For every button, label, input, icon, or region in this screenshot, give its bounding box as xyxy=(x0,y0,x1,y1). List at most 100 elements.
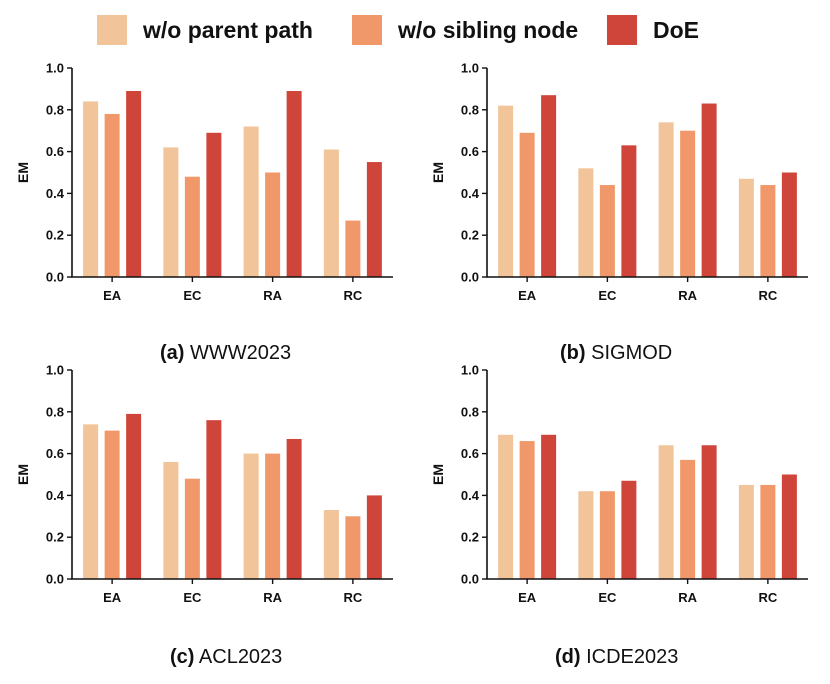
bar-ra-series-1 xyxy=(265,453,281,579)
bar-rc-series-0 xyxy=(323,510,339,579)
bar-ec-series-2 xyxy=(206,420,222,579)
caption-title: SIGMOD xyxy=(591,342,673,364)
bar-ra-series-0 xyxy=(658,445,674,579)
bar-ea-series-2 xyxy=(126,90,142,277)
bar-rc-series-0 xyxy=(738,484,754,579)
x-tick-label-ra: RA xyxy=(263,590,282,605)
caption-prefix: (d) xyxy=(555,646,581,668)
bar-ra-series-1 xyxy=(680,130,696,277)
legend-label-parent-path: w/o parent path xyxy=(143,16,313,43)
bar-ra-series-2 xyxy=(286,90,302,277)
x-tick-label-ra: RA xyxy=(678,288,697,303)
y-tick-label: 0.0 xyxy=(46,270,64,285)
y-tick-label: 0.4 xyxy=(461,488,480,503)
y-tick-label: 0.8 xyxy=(46,102,64,117)
caption-title: ICDE2023 xyxy=(586,646,679,668)
y-tick-label: 0.2 xyxy=(46,530,64,545)
bar-rc-series-2 xyxy=(366,162,382,277)
bar-rc-series-2 xyxy=(781,474,797,579)
caption-icde2023: (d) ICDE2023 xyxy=(555,646,678,669)
y-tick-label: 1.0 xyxy=(46,61,64,76)
y-tick-label: 0.2 xyxy=(461,530,479,545)
bar-ec-series-2 xyxy=(621,480,637,579)
bar-ra-series-1 xyxy=(680,459,696,579)
bar-ea-series-2 xyxy=(541,434,557,579)
bar-ea-series-1 xyxy=(104,113,120,277)
legend-swatch-parent-path xyxy=(97,15,127,45)
y-tick-label: 0.2 xyxy=(461,228,479,243)
bar-rc-series-2 xyxy=(366,495,382,579)
y-tick-label: 0.0 xyxy=(461,270,479,285)
caption-prefix: (a) xyxy=(160,342,185,364)
bar-ea-series-2 xyxy=(541,95,557,277)
legend-item-parent-path: w/o parent path xyxy=(97,8,313,52)
chart-sigmod: 0.0 0.2 0.4 0.6 0.8 1.0 EA EC RA RC EM xyxy=(430,61,808,303)
y-tick-label: 0.2 xyxy=(46,228,64,243)
bar-rc-series-1 xyxy=(760,484,776,579)
x-tick-label-ea: EA xyxy=(518,590,537,605)
x-tick-label-ra: RA xyxy=(263,288,282,303)
bar-ec-series-2 xyxy=(206,132,222,277)
caption-www2023: (a) WWW2023 xyxy=(160,342,291,365)
bar-ra-series-0 xyxy=(243,453,259,579)
bar-ra-series-2 xyxy=(286,438,302,579)
bar-ea-series-1 xyxy=(519,441,535,579)
x-tick-label-ea: EA xyxy=(103,288,122,303)
x-tick-label-ec: EC xyxy=(598,590,617,605)
legend-label-sibling-node: w/o sibling node xyxy=(398,16,579,43)
bar-rc-series-1 xyxy=(760,185,776,277)
bar-ec-series-1 xyxy=(184,478,200,579)
x-tick-label-ec: EC xyxy=(183,590,202,605)
x-tick-label-ea: EA xyxy=(518,288,537,303)
y-axis-title: EM xyxy=(430,162,446,183)
bar-ea-series-1 xyxy=(104,430,120,579)
bar-ra-series-1 xyxy=(265,172,281,277)
y-tick-label: 1.0 xyxy=(461,363,479,378)
bar-ea-series-0 xyxy=(498,105,514,277)
y-tick-label: 1.0 xyxy=(46,363,64,378)
chart-acl2023: 0.0 0.2 0.4 0.6 0.8 1.0 EA EC RA RC EM xyxy=(15,363,393,605)
legend-item-doe: DoE xyxy=(607,8,699,52)
x-tick-label-rc: RC xyxy=(343,590,362,605)
bar-ec-series-1 xyxy=(599,491,615,579)
y-axis-title: EM xyxy=(430,464,446,485)
bar-ec-series-0 xyxy=(163,147,179,277)
x-tick-label-ra: RA xyxy=(678,590,697,605)
y-tick-label: 0.6 xyxy=(46,446,64,461)
legend: w/o parent path w/o sibling node DoE xyxy=(0,8,830,52)
y-tick-label: 0.6 xyxy=(461,446,479,461)
bar-ea-series-0 xyxy=(498,434,514,579)
caption-prefix: (b) xyxy=(560,342,586,364)
bar-rc-series-0 xyxy=(738,178,754,277)
y-tick-label: 0.4 xyxy=(46,186,65,201)
bar-ea-series-2 xyxy=(126,413,142,579)
x-tick-label-ec: EC xyxy=(598,288,617,303)
bar-ra-series-2 xyxy=(701,445,717,579)
y-tick-label: 0.8 xyxy=(46,404,64,419)
y-tick-label: 0.0 xyxy=(46,572,64,587)
y-axis-title: EM xyxy=(15,162,31,183)
caption-prefix: (c) xyxy=(170,646,195,668)
bar-ec-series-0 xyxy=(163,461,179,579)
bar-ea-series-0 xyxy=(83,424,99,579)
bar-ea-series-1 xyxy=(519,132,535,277)
x-tick-label-ec: EC xyxy=(183,288,202,303)
bar-ea-series-0 xyxy=(83,101,99,277)
y-tick-label: 0.8 xyxy=(461,102,479,117)
y-tick-label: 0.6 xyxy=(46,144,64,159)
caption-title: ACL2023 xyxy=(198,646,283,668)
y-axis-title: EM xyxy=(15,464,31,485)
legend-swatch-doe xyxy=(607,15,637,45)
chart-www2023: 0.0 0.2 0.4 0.6 0.8 1.0 EA EC RA RC EM xyxy=(15,61,393,303)
x-tick-label-ea: EA xyxy=(103,590,122,605)
y-tick-label: 0.0 xyxy=(461,572,479,587)
legend-label-doe: DoE xyxy=(653,16,699,43)
bar-ra-series-0 xyxy=(243,126,259,278)
bar-ra-series-0 xyxy=(658,122,674,277)
bar-ec-series-0 xyxy=(578,491,594,579)
x-tick-label-rc: RC xyxy=(343,288,362,303)
caption-acl2023: (c) ACL2023 xyxy=(170,646,282,669)
chart-icde2023: 0.0 0.2 0.4 0.6 0.8 1.0 EA EC RA RC EM xyxy=(430,363,808,605)
caption-title: WWW2023 xyxy=(190,342,292,364)
y-tick-label: 0.4 xyxy=(461,186,480,201)
